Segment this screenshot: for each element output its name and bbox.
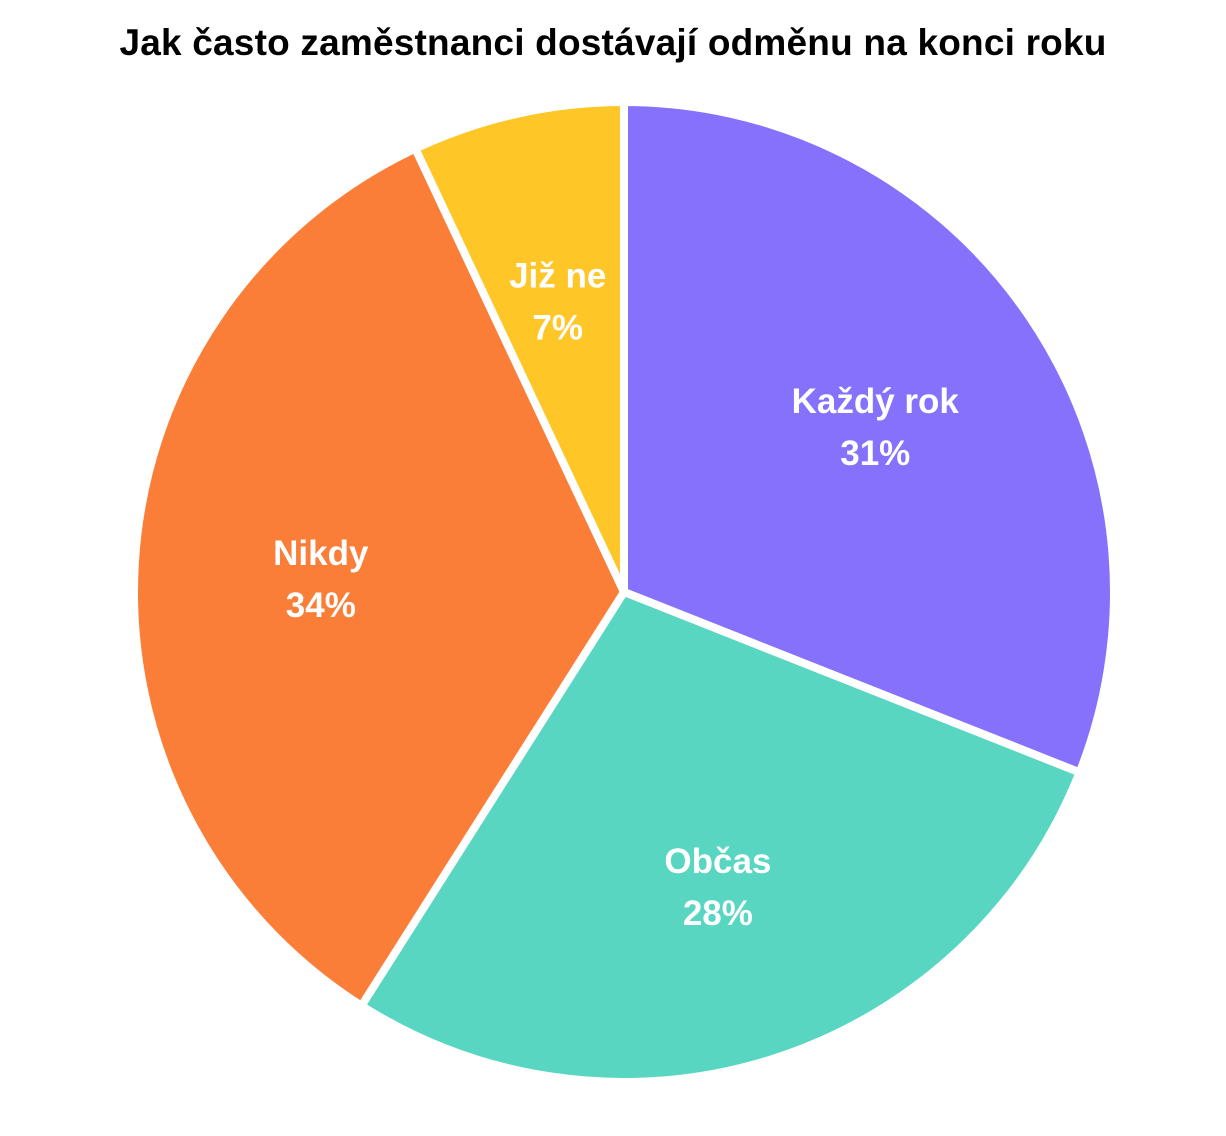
slice-name-label: Občas	[664, 842, 771, 881]
pie-slice-nikdy	[130, 144, 628, 1010]
slice-name-label: Nikdy	[273, 534, 369, 573]
pie-slices	[130, 98, 1118, 1086]
pie-slice-každý-rok	[620, 98, 1118, 777]
pie-slice-již-ne	[411, 98, 628, 596]
slice-name-label: Každý rok	[792, 382, 960, 421]
slice-name-label: Již ne	[509, 257, 606, 296]
slice-value-label: 31%	[840, 434, 910, 473]
pie-slice-občas	[357, 588, 1084, 1086]
pie-labels: Každý rok 31% Občas 28% Nikdy 34% Již ne 7%	[273, 257, 959, 933]
slice-value-label: 28%	[683, 894, 753, 933]
slice-value-label: 34%	[286, 586, 356, 625]
slice-value-label: 7%	[532, 309, 583, 348]
chart-title: Jak často zaměstnanci dostávají odměnu n…	[119, 22, 1107, 63]
